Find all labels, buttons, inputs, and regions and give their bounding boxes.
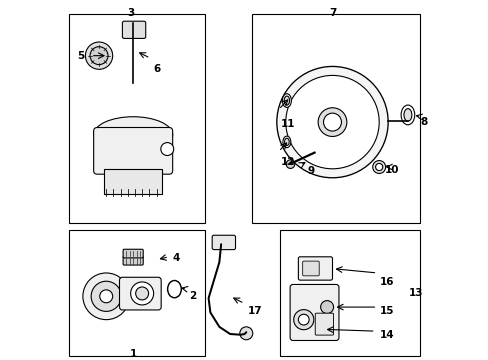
Circle shape [285,160,294,168]
Circle shape [91,281,121,311]
Ellipse shape [283,136,290,148]
Text: 7: 7 [328,8,335,18]
Circle shape [100,290,112,303]
Circle shape [90,47,108,65]
FancyBboxPatch shape [289,284,338,341]
Circle shape [135,287,148,300]
Circle shape [161,143,173,156]
Circle shape [276,67,387,178]
FancyBboxPatch shape [94,127,172,174]
Ellipse shape [284,138,288,145]
Text: 13: 13 [407,288,422,298]
Text: 12: 12 [281,157,295,167]
Bar [280,230,420,356]
Circle shape [372,161,385,174]
Circle shape [285,76,378,169]
Circle shape [82,273,129,320]
Circle shape [323,113,341,131]
Circle shape [298,314,308,325]
FancyBboxPatch shape [212,235,235,249]
Text: 16: 16 [379,277,393,287]
Text: 3: 3 [127,8,135,18]
Text: 2: 2 [188,291,196,301]
Text: 5: 5 [77,51,84,61]
Ellipse shape [403,109,411,121]
FancyBboxPatch shape [315,313,333,335]
Ellipse shape [94,117,172,153]
Text: 8: 8 [420,117,427,127]
Text: 1: 1 [129,349,137,359]
Ellipse shape [282,94,291,107]
Text: 15: 15 [379,306,393,316]
Text: 9: 9 [307,166,314,176]
FancyBboxPatch shape [119,277,161,310]
Circle shape [293,310,313,330]
Circle shape [130,282,153,305]
Circle shape [239,327,252,340]
Text: 10: 10 [384,165,398,175]
Text: 14: 14 [379,330,393,340]
Text: 17: 17 [247,306,262,316]
Text: 4: 4 [172,253,180,263]
FancyBboxPatch shape [123,256,143,265]
FancyBboxPatch shape [302,261,319,276]
Bar [68,14,204,223]
FancyBboxPatch shape [298,257,332,280]
Ellipse shape [400,105,414,125]
FancyBboxPatch shape [123,249,143,258]
Circle shape [85,42,112,69]
FancyBboxPatch shape [122,21,145,39]
Bar [68,230,204,356]
Circle shape [320,301,333,314]
Circle shape [375,163,382,171]
Bar [251,14,420,223]
Bar [104,169,162,194]
Circle shape [318,108,346,136]
Text: 6: 6 [153,64,160,74]
Ellipse shape [284,96,289,105]
Text: 11: 11 [281,119,295,129]
